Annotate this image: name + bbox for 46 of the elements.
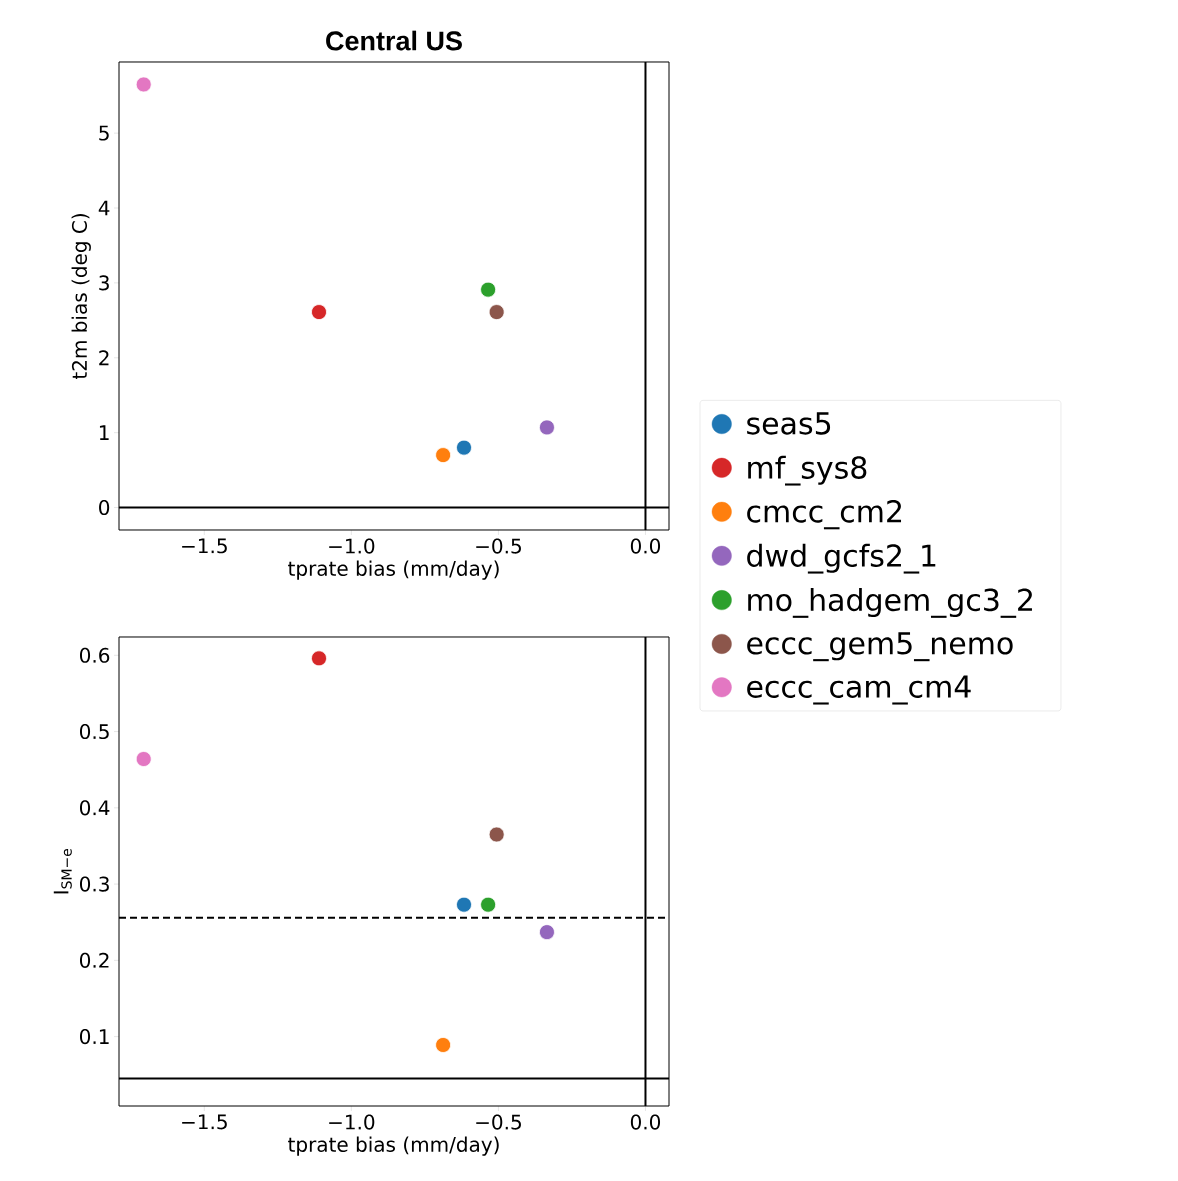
y-tick-label: 4 <box>98 200 110 216</box>
x-tick-label: −1.0 <box>329 538 375 554</box>
x-tick-label: 0.0 <box>630 538 661 554</box>
legend-label: eccc_cam_cm4 <box>747 675 971 705</box>
x-tick-label: −0.5 <box>476 1114 521 1130</box>
legend-label: mo_hadgem_gc3_2 <box>748 587 1032 618</box>
legend-label: seas5 <box>747 412 831 435</box>
point <box>135 76 152 93</box>
chart-title: Central US <box>326 30 462 51</box>
y-tick-label: 0.4 <box>79 800 110 816</box>
point <box>435 1037 452 1053</box>
point <box>311 650 327 667</box>
y-axis-title: t2m bias (deg C) <box>71 214 91 380</box>
y-tick-label: 0.2 <box>79 952 109 968</box>
point <box>480 896 497 913</box>
legend-label: dwd_gcfs2_1 <box>747 543 936 574</box>
x-tick-label: −1.0 <box>329 1114 375 1130</box>
legend-label: mf_sys8 <box>748 455 867 486</box>
y-tick-label: 5 <box>99 125 109 141</box>
legend-label: eccc_gem5_nemo <box>747 632 1013 662</box>
y-tick-label: 0.5 <box>79 724 109 740</box>
x-tick-label: 0.0 <box>630 1114 661 1130</box>
y-tick-label: 0.3 <box>79 876 109 892</box>
point <box>488 304 505 320</box>
x-tick-label: −0.5 <box>476 538 521 554</box>
x-axis-title: tprate bias (mm/day) <box>288 560 499 580</box>
legend-label: cmcc_cm2 <box>747 499 902 530</box>
point <box>539 924 555 941</box>
point <box>311 304 327 320</box>
y-tick-label: 3 <box>99 275 109 291</box>
point <box>488 826 505 843</box>
y-tick-label: 0.6 <box>79 647 110 663</box>
y-tick-label: 0.1 <box>79 1029 109 1045</box>
y-tick-label: 0 <box>99 499 110 516</box>
point <box>456 439 472 456</box>
x-tick-label: −1.5 <box>182 538 227 554</box>
y-tick-label: 2 <box>99 350 109 366</box>
point <box>539 419 555 436</box>
x-tick-label: −1.5 <box>182 1114 227 1130</box>
y-tick-label: 1 <box>99 425 109 440</box>
point <box>435 447 452 464</box>
y-axis-title: I$_{SM−e}$ <box>53 848 72 894</box>
point <box>480 281 497 298</box>
x-axis-title: tprate bias (mm/day) <box>288 1136 499 1156</box>
point <box>456 896 472 913</box>
point <box>135 751 152 767</box>
